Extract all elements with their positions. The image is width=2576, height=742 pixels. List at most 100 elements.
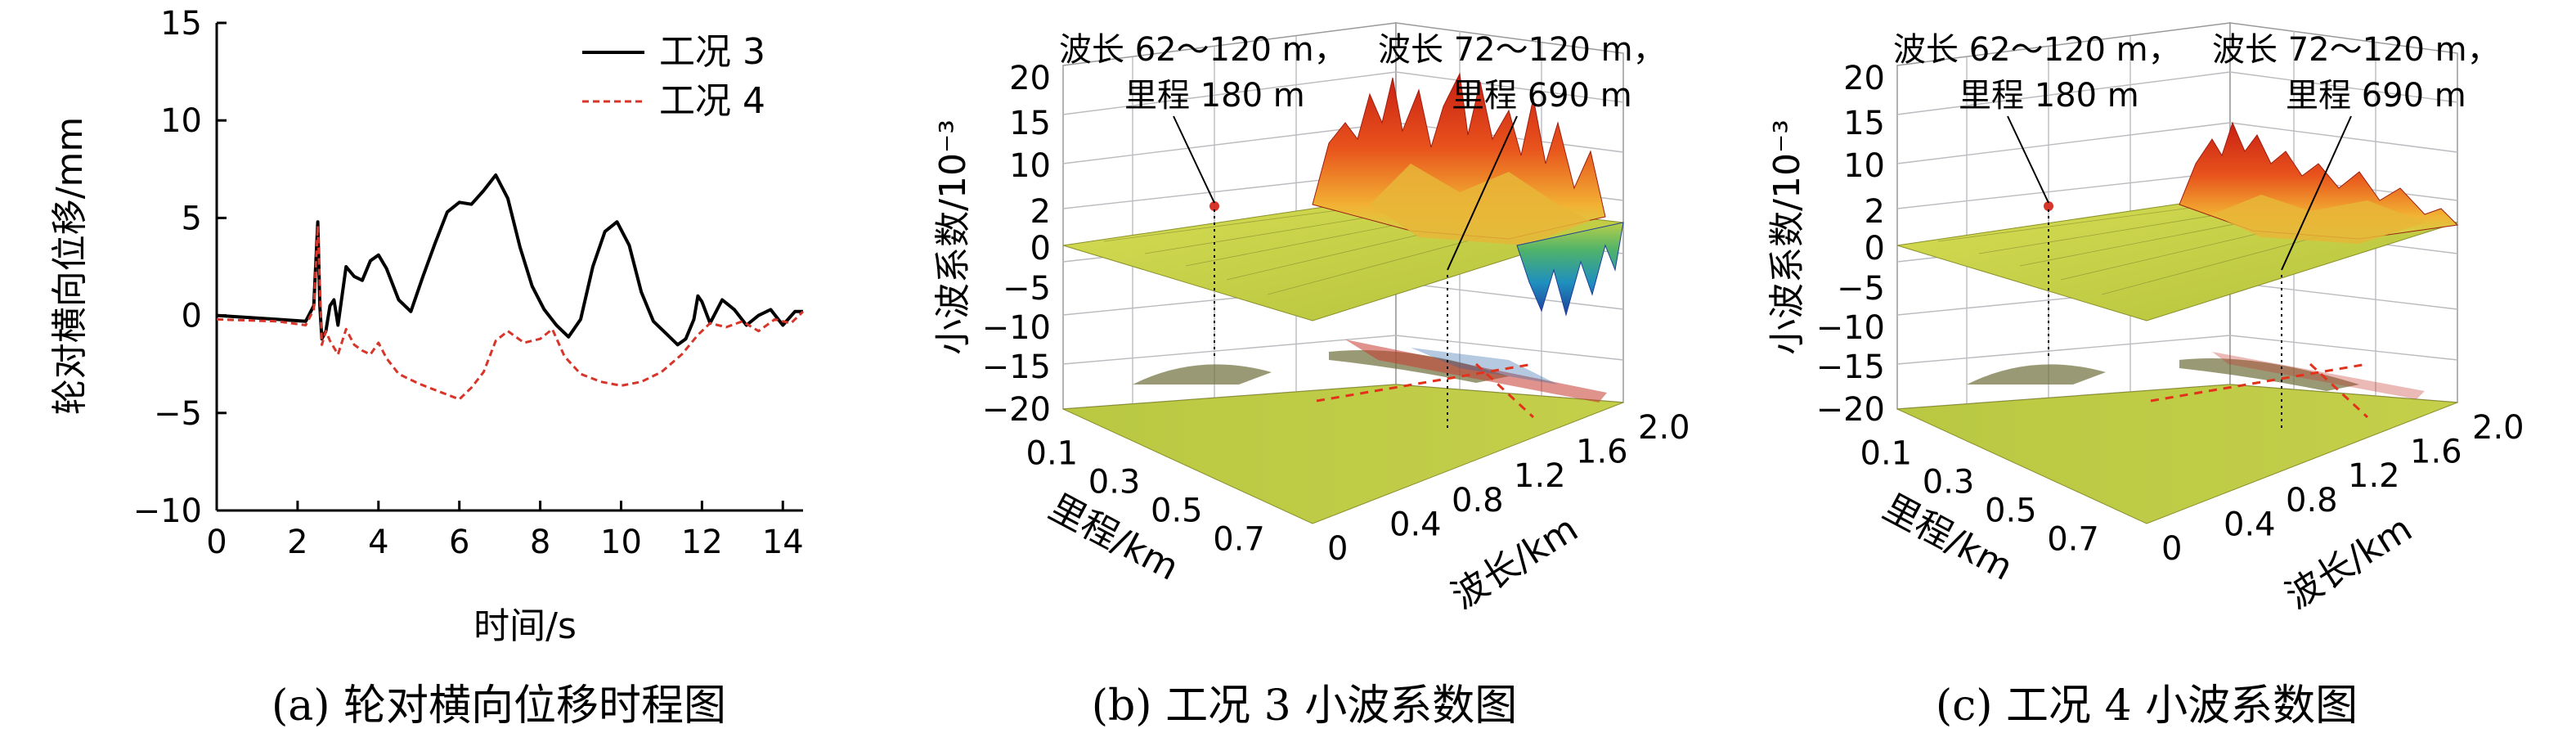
x-tick-label: 0.1 [1860,435,1913,473]
base-red-line-2 [2309,362,2369,419]
x-tick-label: 0.3 [1088,464,1141,501]
y-tick-label: 0 [1327,530,1348,568]
y-tick-label: 0 [2161,530,2182,568]
base-projection [1896,384,2458,524]
annotation-1-leader [1173,115,1215,204]
y-tick-label: 5 [182,200,202,237]
x-tick-label: 0.7 [2047,521,2099,559]
surface-ridge-front [1370,164,1591,245]
caption-a: (a) 轮对横向位移时程图 [272,681,726,731]
y-tick-label: 0.4 [1389,506,1442,543]
y-axis-title: 轮对横向位移/mm [49,117,91,416]
y-tick-label: 0.8 [1452,482,1504,519]
y-axis-title: 波长/km [2278,508,2419,618]
peak-marker-180m [2044,201,2053,211]
z-tick-label: −10 [1816,309,1885,347]
x-tick-label: 6 [449,524,469,561]
series-line-2 [216,224,805,401]
base-pattern [1967,358,2359,391]
annotation-1-line-2: 里程 180 m [1959,77,2139,115]
x-tick-label: 0.5 [1985,492,2037,530]
x-axis-ticks: 0.10.3 0.5 0.7 [1026,435,1265,559]
annotation-1-line-2: 里程 180 m [1124,77,1305,115]
base-projection [1062,384,1624,524]
z-tick-label: −15 [1816,349,1885,386]
z-tick-label: −5 [1003,270,1051,308]
chart-axes: 0 2 4 6 8 10 12 14 −10 −5 0 5 10 15 [133,5,804,561]
z-tick-label: 20 [1843,60,1885,97]
base-pattern-color [2212,352,2425,399]
base-red-line [1316,362,1534,402]
x-tick-label: 0.5 [1151,492,1203,530]
z-tick-label: 0 [1865,230,1885,268]
y-axis-title: 波长/km [1444,508,1585,618]
annotation-1-line-1: 波长 62～120 m， [1893,31,2181,69]
z-tick-label: 10 [1009,147,1051,185]
x-tick-label: 0 [206,524,227,561]
z-tick-label: 10 [1843,147,1885,185]
x-axis-title: 时间/s [473,605,577,647]
x-axis-ticks: 0.1 0.3 0.5 0.7 [1860,435,2099,559]
x-tick-label: 0.3 [1923,464,1975,501]
y-axis-ticks: 0 0.4 0.8 1.2 1.6 2.0 [1327,409,1690,568]
surface-ridge-front [2212,195,2425,244]
annotation-2-line-2: 里程 690 m [2286,77,2466,115]
y-tick-label: 1.6 [2410,434,2462,471]
z-tick-label: 15 [1843,105,1885,142]
caption-c: (c) 工况 4 小波系数图 [1936,681,2358,731]
surface-plot-b: 波长 62～120 m， 里程 180 m 波长 72～120 m， 里程 69… [932,22,1690,618]
y-tick-label: 0.4 [2224,506,2276,543]
legend-label-series-2: 工况 4 [659,80,765,122]
z-axis-ticks: −20 −15−10−502 10 15 20 [1816,60,1885,429]
annotation-1-leader [2007,115,2049,204]
y-axis-ticks: 0 0.4 0.8 1.2 1.6 2.0 [2161,409,2524,568]
annotation-2-line-1: 波长 72～120 m， [2212,31,2500,69]
annotation-2-line-1: 波长 72～120 m， [1378,31,1666,69]
base-pattern-blue [1411,348,1558,384]
z-tick-label: −10 [982,309,1051,347]
z-tick-label: 0 [1030,230,1051,268]
x-tick-label: 2 [287,524,307,561]
y-tick-label: 10 [160,102,202,140]
z-axis-title: 小波系数/10⁻³ [932,119,974,355]
z-tick-label: −5 [1837,270,1885,308]
annotation-1-line-1: 波长 62～120 m， [1059,31,1347,69]
y-tick-label: 15 [160,5,202,43]
x-tick-label: 0.7 [1213,521,1265,559]
surface-plot-c: 波长 62～120 m， 里程 180 m 波长 72～120 m， 里程 69… [1766,22,2524,618]
legend-label-series-1: 工况 3 [659,31,765,73]
base-red-line [2150,362,2368,402]
y-tick-label: 1.2 [2348,457,2400,495]
base-red-line-2 [1474,362,1535,419]
z-tick-label: 20 [1009,60,1051,97]
z-tick-label: 2 [1865,193,1885,231]
surface-troughs [1516,222,1624,317]
x-tick-label: 4 [368,524,388,561]
y-tick-label: 2.0 [2472,409,2524,447]
series-group [216,173,805,401]
y-tick-label: −10 [133,492,202,530]
z-tick-label: 2 [1030,193,1051,231]
x-tick-label: 8 [530,524,550,561]
z-axis-title: 小波系数/10⁻³ [1766,119,1808,355]
y-tick-label: 1.6 [1576,434,1628,471]
z-tick-label: −20 [1816,391,1885,429]
y-tick-label: 1.2 [1514,457,1566,495]
annotation-2-leader [2281,115,2352,271]
z-tick-label: −15 [982,349,1051,386]
z-axis-ticks: −20 −15−10−502 10 15 20 [982,60,1051,429]
x-tick-label: 10 [600,524,642,561]
caption-b: (b) 工况 3 小波系数图 [1092,681,1518,731]
y-tick-label: −5 [154,395,202,433]
y-tick-label: 0.8 [2286,482,2338,519]
series-line-1 [216,173,803,347]
legend: 工况 3 工况 4 [582,31,765,122]
z-tick-label: −20 [982,391,1051,429]
y-tick-label: 0 [182,298,202,335]
z-tick-label: 15 [1009,105,1051,142]
x-tick-label: 0.1 [1026,435,1079,473]
x-tick-label: 12 [681,524,723,561]
line-chart-panel: 0 2 4 6 8 10 12 14 −10 −5 0 5 10 15 工况 3 工况 4 时间/s 轮对… [49,5,805,647]
peak-marker-180m [1209,201,1219,211]
